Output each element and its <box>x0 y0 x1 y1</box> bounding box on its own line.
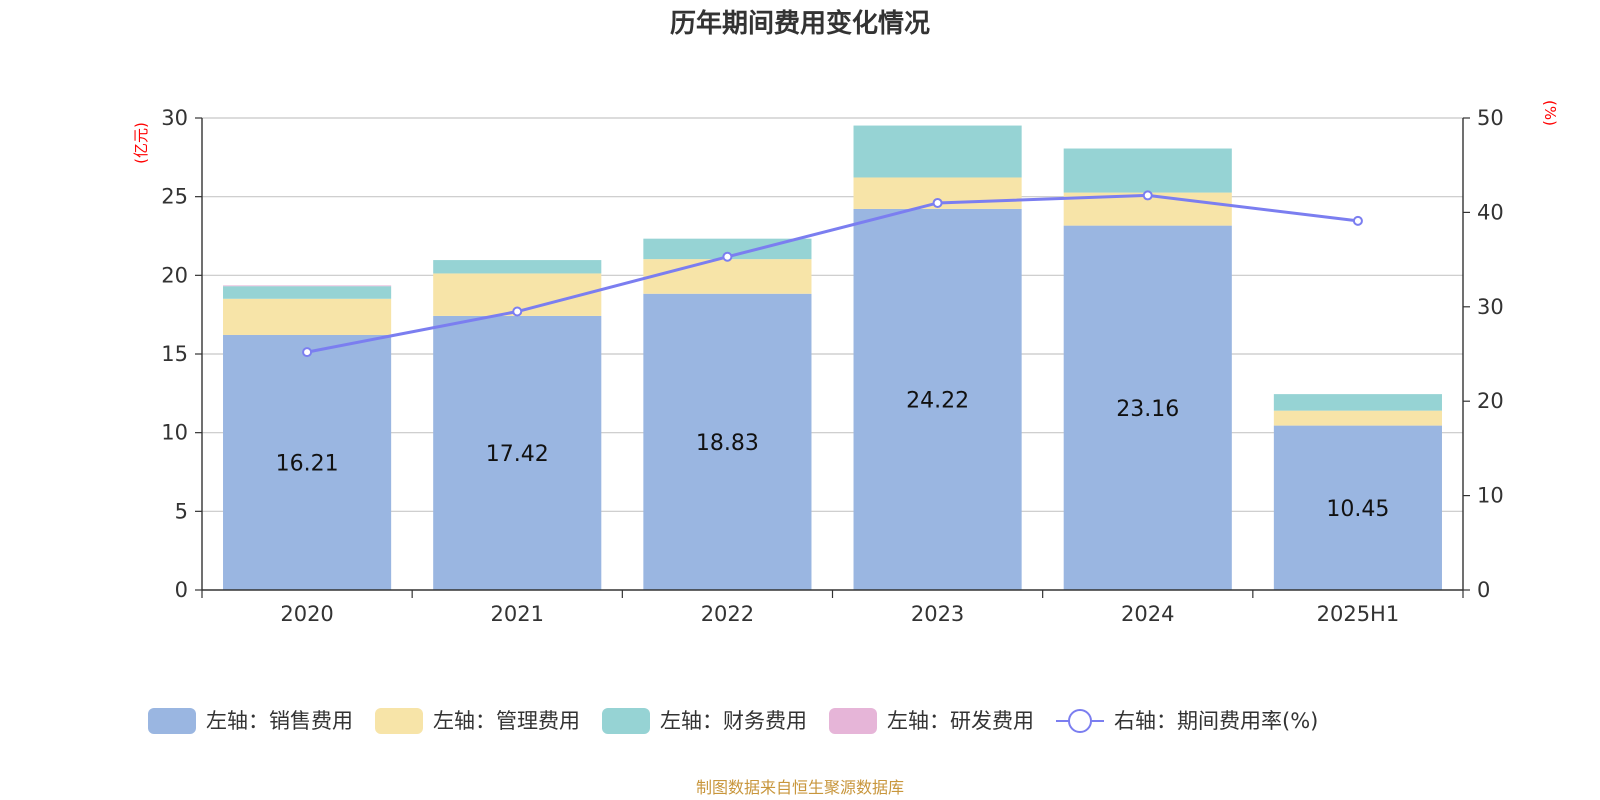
data-label: 10.45 <box>1326 497 1389 522</box>
rate-point <box>302 347 313 358</box>
legend-label: 右轴：期间费用率(%) <box>1114 709 1318 733</box>
right-tick-label: 0 <box>1477 578 1490 602</box>
bar-segment <box>1273 394 1442 411</box>
rate-point <box>1352 215 1363 226</box>
axis-layer: 0 5 10 15 20 25 30 0 10 20 30 40 50 2020 2021 2022 2023 2… <box>132 100 1559 626</box>
bar-segment <box>1273 425 1442 590</box>
bar-segment <box>223 285 392 287</box>
bar-segment <box>223 334 392 590</box>
legend-swatch <box>148 708 196 734</box>
rate-point <box>932 197 943 208</box>
bar-segment <box>223 286 392 299</box>
x-tick-label: 2021 <box>491 602 544 626</box>
left-tick-label: 0 <box>175 578 188 602</box>
x-tick-label: 2020 <box>280 602 333 626</box>
bar-segment <box>853 208 1022 590</box>
left-tick-label: 15 <box>161 342 188 366</box>
data-label: 16.21 <box>276 451 339 476</box>
bar-segment <box>1273 410 1442 426</box>
left-tick-label: 20 <box>161 263 188 287</box>
legend: 左轴：销售费用 左轴：管理费用 左轴：财务费用 左轴：研发费用 右轴：期间费用率(%) <box>148 708 1318 734</box>
data-label: 18.83 <box>696 431 759 456</box>
bar-segment <box>223 298 392 335</box>
bar-segment <box>643 293 812 590</box>
data-label: 24.22 <box>906 388 969 413</box>
right-tick-label: 50 <box>1477 106 1504 130</box>
rate-line <box>306 193 1359 354</box>
bar-segment <box>1063 225 1232 590</box>
x-tick-label: 2023 <box>911 602 964 626</box>
legend-point-swatch <box>1068 709 1092 733</box>
chart-title: 历年期间费用变化情况 <box>670 8 930 39</box>
x-tick-label: 2022 <box>701 602 754 626</box>
left-tick-label: 10 <box>161 421 188 445</box>
left-tick-label: 30 <box>161 106 188 130</box>
rate-point <box>512 306 523 317</box>
legend-swatch <box>829 708 877 734</box>
bar-layer <box>223 125 1442 590</box>
left-axis-unit: (亿元) <box>132 122 150 164</box>
bar-segment <box>1063 148 1232 193</box>
legend-swatch <box>602 708 650 734</box>
legend-label: 左轴：研发费用 <box>887 709 1034 733</box>
data-label: 23.16 <box>1116 397 1179 422</box>
data-label: 17.42 <box>486 442 549 467</box>
label-layer: 16.21 17.42 18.83 24.22 23.16 10.45 <box>276 388 1390 521</box>
legend-swatch <box>375 708 423 734</box>
rate-point <box>1142 190 1153 201</box>
legend-label: 左轴：财务费用 <box>660 709 807 733</box>
bar-segment <box>433 315 602 590</box>
left-tick-label: 25 <box>161 185 188 209</box>
bar-segment <box>433 260 602 274</box>
right-tick-label: 40 <box>1477 200 1504 224</box>
legend-label: 左轴：管理费用 <box>433 709 580 733</box>
left-tick-label: 5 <box>175 499 188 523</box>
right-axis-unit: (%) <box>1541 100 1559 126</box>
line-layer <box>302 190 1363 358</box>
right-tick-label: 30 <box>1477 295 1504 319</box>
legend-label: 左轴：销售费用 <box>206 709 353 733</box>
bar-segment <box>643 259 812 294</box>
grid-layer <box>202 117 1463 512</box>
bar-segment <box>853 125 1022 178</box>
right-tick-label: 20 <box>1477 389 1504 413</box>
rate-point <box>722 251 733 262</box>
right-tick-label: 10 <box>1477 484 1504 508</box>
x-tick-label: 2025H1 <box>1317 602 1400 626</box>
x-tick-label: 2024 <box>1121 602 1174 626</box>
source-note: 制图数据来自恒生聚源数据库 <box>696 778 904 797</box>
bar-segment <box>643 238 812 260</box>
